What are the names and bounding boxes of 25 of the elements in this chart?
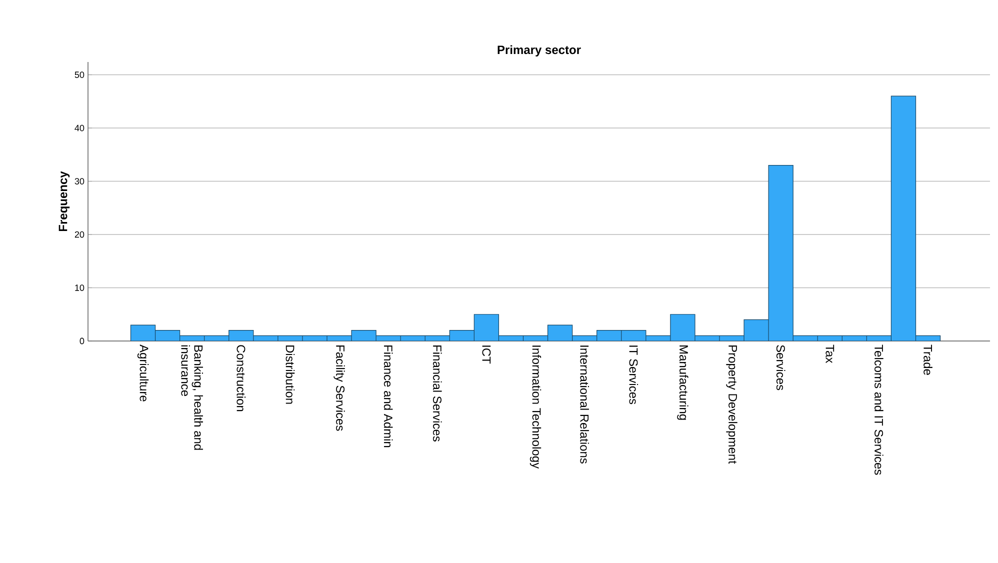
- x-tick-label: Property Development: [726, 346, 738, 464]
- x-tick-label: Distribution: [286, 346, 295, 404]
- x-tick-label: ICT: [482, 346, 491, 364]
- x-tick-label: Information Technology: [530, 346, 542, 469]
- x-tick-label: Services: [776, 345, 786, 390]
- y-axis-title: Frequency: [58, 171, 70, 232]
- y-tick-label: 30: [74, 178, 84, 184]
- y-tick-label: 40: [74, 124, 84, 132]
- x-tick-label: International Relations: [580, 346, 589, 464]
- x-tick-label: Financial Services: [432, 346, 442, 442]
- x-tick-label: Manufacturing: [677, 346, 688, 420]
- x-tick-label: IT Services: [629, 346, 638, 404]
- x-tick-label: Telcoms and IT Services: [874, 344, 884, 475]
- x-tick-label: Facility Services: [334, 346, 345, 431]
- chart-title: Primary sector: [498, 45, 581, 56]
- x-tick-label: Banking, health and insurance: [181, 345, 203, 450]
- y-tick-label: 50: [74, 72, 84, 78]
- y-tick-label: 10: [75, 284, 84, 291]
- x-tick-label: Construction: [236, 345, 246, 412]
- y-tick-label: 20: [74, 231, 84, 238]
- x-tick-label: Trade: [924, 344, 932, 375]
- y-tick-label: 0: [80, 338, 84, 344]
- x-tick-label: Tax: [826, 344, 834, 364]
- x-tick-label: Agriculture: [137, 344, 149, 402]
- x-tick-label: Finance and Admin: [384, 346, 393, 448]
